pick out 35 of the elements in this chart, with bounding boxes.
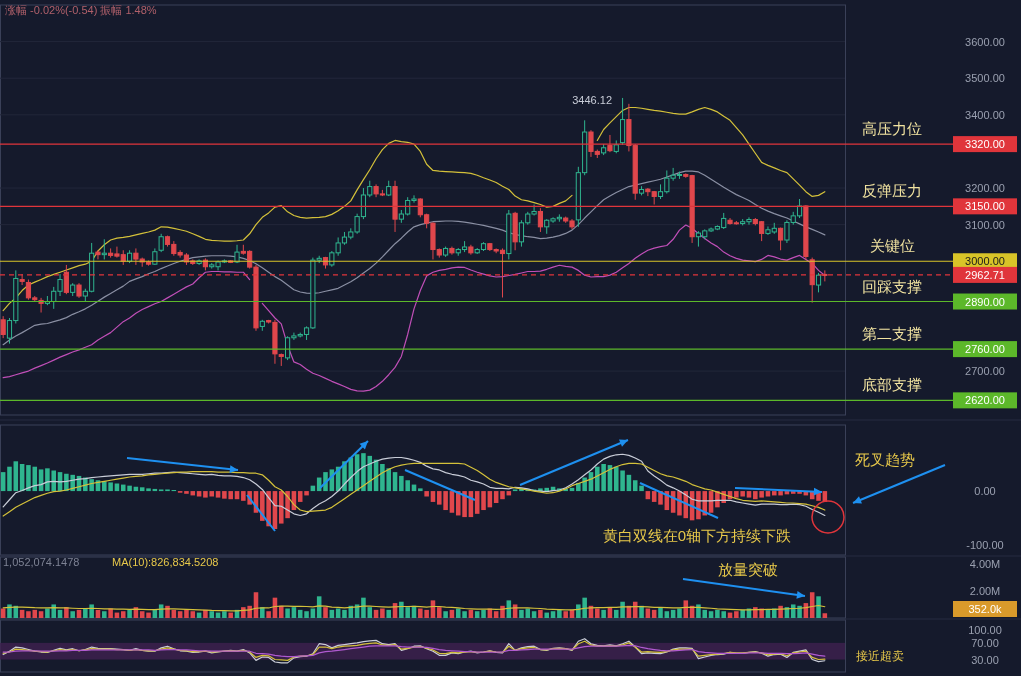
y-tick-label: 3500.00 xyxy=(965,72,1005,85)
annotation: 放量突破 xyxy=(718,561,778,578)
y-tick-label: 3200.00 xyxy=(965,182,1005,195)
annotation: MA(10):826,834.5208 xyxy=(112,556,219,568)
y-tick-label: 0.00 xyxy=(974,485,996,498)
y-tick-label: -100.00 xyxy=(966,539,1004,552)
annotation: 1,052,074.1478 xyxy=(3,556,80,568)
annotation: 反弹压力 xyxy=(862,182,922,200)
annotation: 第二支撑 xyxy=(862,325,922,343)
annotation: 回踩支撑 xyxy=(862,277,922,295)
ref-line-label: 3150.00 xyxy=(965,200,1005,213)
y-tick-label: 70.00 xyxy=(971,636,999,649)
ref-line-label: 2890.00 xyxy=(965,295,1005,308)
ref-line-label: 2962.71 xyxy=(965,268,1005,281)
y-tick-label: 2.00M xyxy=(969,584,1001,597)
annotation: 高压力位 xyxy=(862,120,922,138)
y-tick-label: 4.00M xyxy=(969,557,1001,570)
y-tick-label: 3100.00 xyxy=(965,218,1005,231)
text: 死叉趋势 xyxy=(855,451,915,468)
annotation: 底部支撑 xyxy=(862,376,922,394)
y-tick-label: 2700.00 xyxy=(965,365,1005,378)
text: 352.0k xyxy=(968,603,1003,615)
annotation: 3446.12 xyxy=(572,94,612,106)
y-tick-label: 100.00 xyxy=(968,624,1002,637)
ref-line-label: 2760.00 xyxy=(965,343,1005,356)
text: 接近超卖 xyxy=(856,649,904,663)
y-tick-label: 30.00 xyxy=(971,653,999,666)
annotation: 黄白双线在0轴下方持续下跌 xyxy=(602,527,792,544)
ref-line-label: 2620.00 xyxy=(965,394,1005,407)
y-tick-label: 3400.00 xyxy=(965,108,1005,121)
y-tick-label: 3600.00 xyxy=(965,35,1005,48)
ref-line-label: 3320.00 xyxy=(965,138,1005,151)
ref-line-label: 3000.00 xyxy=(965,255,1005,268)
annotation: 关键位 xyxy=(869,237,915,255)
annotation: 涨幅 -0.02%(-0.54) 振幅 1.48% xyxy=(5,4,157,16)
